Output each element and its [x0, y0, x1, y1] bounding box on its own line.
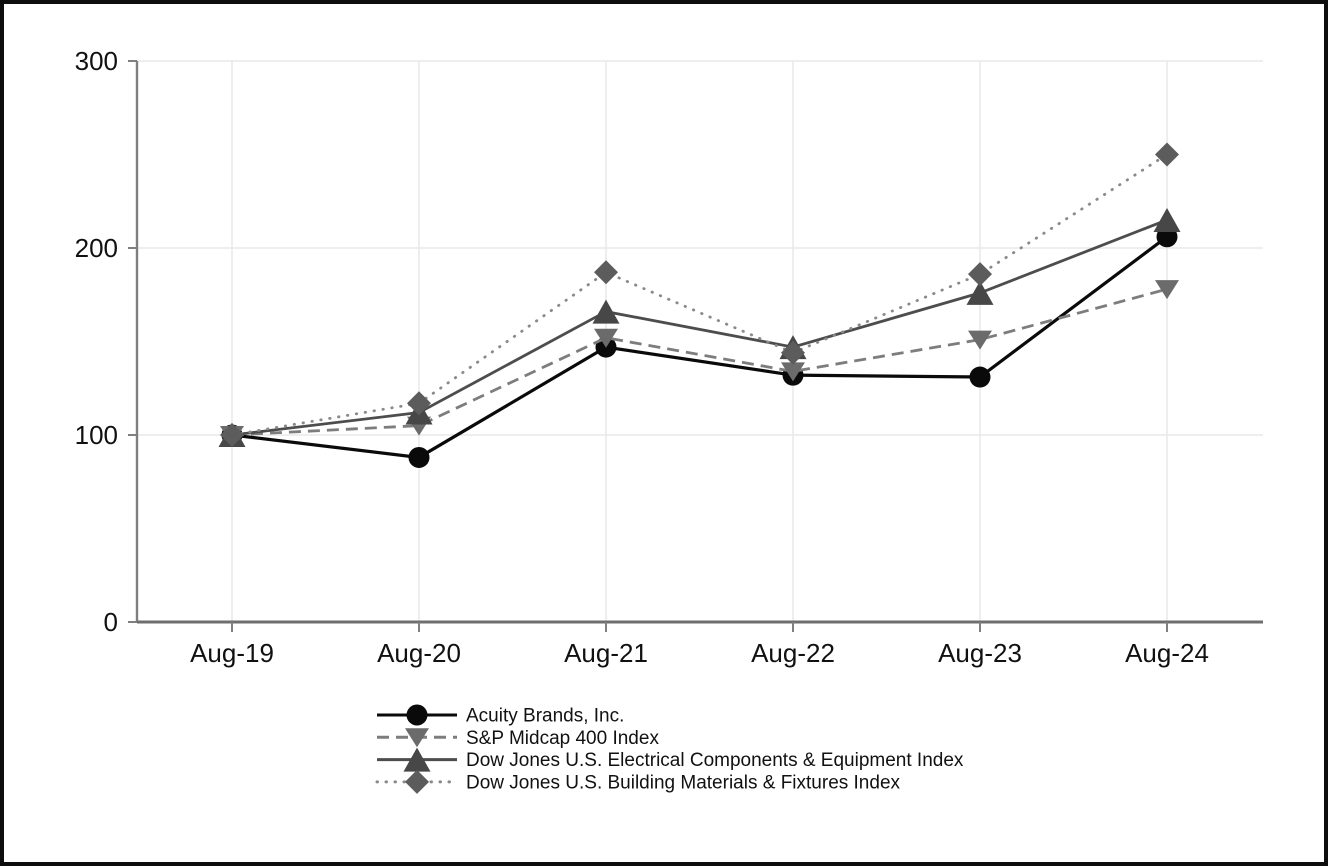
- diamond-icon: [405, 769, 429, 794]
- triangle-up-icon: [403, 747, 431, 772]
- data-point-marker: [1155, 280, 1179, 300]
- y-tick-label: 300: [75, 46, 118, 76]
- data-point-marker: [594, 260, 618, 285]
- data-point-marker: [1155, 142, 1179, 167]
- x-tick-label: Aug-23: [938, 638, 1022, 668]
- series-line: [230, 153, 1169, 437]
- legend-label: Dow Jones U.S. Electrical Components & E…: [466, 750, 964, 771]
- legend-label: Acuity Brands, Inc.: [466, 706, 624, 727]
- data-point-marker: [407, 391, 431, 416]
- series-line: [231, 218, 1168, 437]
- data-point-marker: [220, 423, 244, 447]
- x-tick-label: Aug-21: [564, 638, 648, 668]
- data-point-marker: [969, 366, 991, 388]
- y-tick-label: 0: [104, 607, 118, 637]
- data-point-marker: [594, 328, 618, 348]
- x-tick-label: Aug-20: [377, 638, 461, 668]
- data-point-marker: [968, 262, 992, 287]
- data-point-marker: [592, 299, 620, 324]
- data-point-marker: [966, 280, 994, 305]
- triangle-down-icon: [405, 728, 429, 748]
- x-tick-label: Aug-24: [1125, 638, 1209, 668]
- series-line: [231, 287, 1168, 437]
- data-point-marker: [781, 362, 805, 382]
- series-line: [231, 235, 1168, 460]
- legend-label: S&P Midcap 400 Index: [466, 728, 659, 749]
- x-tick-label: Aug-22: [751, 638, 835, 668]
- y-tick-label: 200: [75, 233, 118, 263]
- legend-label: Dow Jones U.S. Building Materials & Fixt…: [466, 772, 901, 793]
- data-point-marker: [781, 340, 805, 365]
- data-point-marker: [408, 446, 430, 468]
- x-tick-label: Aug-19: [190, 638, 274, 668]
- circle-icon: [406, 704, 428, 726]
- y-tick-label: 100: [75, 420, 118, 450]
- data-point-marker: [968, 330, 992, 350]
- data-point-marker: [1153, 207, 1181, 232]
